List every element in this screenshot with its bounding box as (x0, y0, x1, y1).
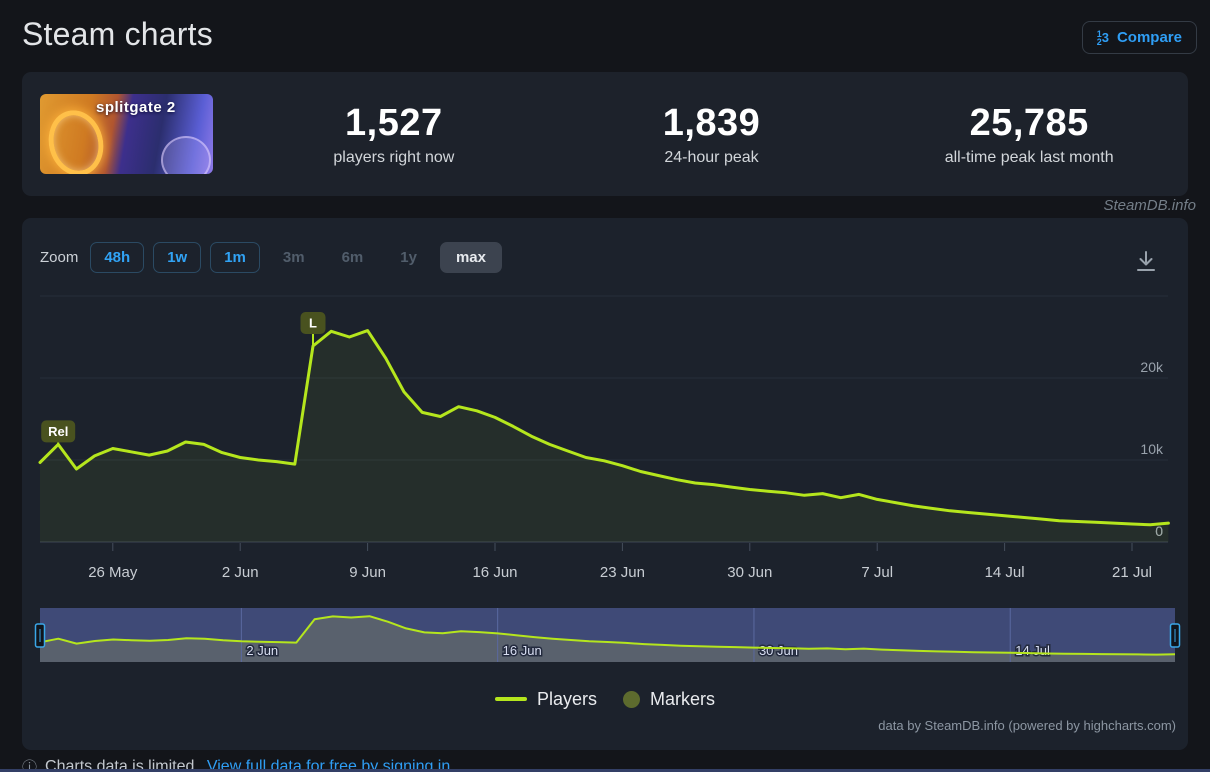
chart-attribution: data by SteamDB.info (powered by highcha… (878, 718, 1176, 733)
bottom-divider (0, 769, 1210, 772)
zoom-1m-button[interactable]: 1m (210, 242, 260, 273)
event-marker-l[interactable] (300, 312, 326, 335)
event-marker-label: L (309, 316, 317, 331)
x-axis-label: 9 Jun (349, 564, 386, 581)
alltime-peak-value: 25,785 (969, 101, 1089, 144)
zoom-label: Zoom (40, 249, 79, 266)
stat-24h-peak: 1,839 24-hour peak (553, 72, 871, 196)
y-axis-label: 0 (1155, 523, 1163, 539)
zoom-6m-button: 6m (328, 242, 378, 273)
x-axis-label: 14 Jul (985, 564, 1025, 581)
peak-24h-value: 1,839 (662, 101, 761, 144)
legend-item-markers[interactable]: Markers (623, 689, 715, 710)
peak-24h-label: 24-hour peak (664, 148, 759, 166)
download-chart-button[interactable] (1132, 248, 1160, 276)
zoom-1w-button[interactable]: 1w (153, 242, 202, 273)
zoom-3m-button: 3m (269, 242, 319, 273)
zoom-1y-button: 1y (386, 242, 431, 273)
x-axis-label: 21 Jul (1112, 564, 1152, 581)
compare-icon: 1 2 3 (1096, 28, 1109, 47)
navigator-date-label: 30 Jun (759, 643, 798, 658)
chart-panel: Zoom 48h 1w 1m 3m 6m 1y max 20k10k0026 M… (22, 218, 1188, 750)
stats-panel: splitgate 2 1,527 players right now 1,83… (22, 72, 1188, 196)
stat-alltime-peak: 25,785 all-time peak last month (870, 72, 1188, 196)
zoom-max-button[interactable]: max (439, 242, 502, 273)
legend-item-players[interactable]: Players (494, 688, 597, 710)
players-now-value: 1,527 (345, 101, 443, 144)
download-icon (1137, 251, 1155, 271)
y-axis-label-zero: 0 (1155, 523, 1163, 539)
markers-dot-swatch (623, 690, 640, 708)
players-line-swatch (494, 697, 527, 701)
players-legend-label: Players (536, 688, 597, 709)
x-axis-label: 16 Jun (472, 564, 517, 581)
event-marker-label: Rel (48, 424, 68, 439)
x-axis-label: 30 Jun (727, 564, 772, 581)
zoom-48h-button[interactable]: 48h (90, 242, 145, 273)
event-marker-rel[interactable] (41, 420, 76, 443)
info-icon: ⓘ (22, 759, 38, 772)
zoom-toolbar: Zoom 48h 1w 1m 3m 6m 1y max (40, 242, 511, 273)
alltime-peak-label: all-time peak last month (944, 148, 1114, 166)
chart-navigator[interactable]: 2 Jun 16 Jun 30 Jun 14 Jul (34, 608, 1181, 662)
game-logo: splitgate 2 (96, 99, 176, 116)
game-capsule-image[interactable]: splitgate 2 (40, 94, 213, 174)
navigator-series-line (39, 615, 1176, 656)
footer-notice: ⓘ Charts data is limited. View full data… (22, 756, 450, 772)
players-area-fill (40, 330, 1169, 542)
players-now-label: players right now (333, 148, 455, 166)
y-axis-label: 20k (1140, 359, 1164, 375)
steamdb-watermark: SteamDB.info (1103, 197, 1196, 214)
navigator-date-label: 14 Jul (1015, 643, 1050, 658)
navigator-date-label: 2 Jun (246, 643, 278, 658)
x-axis-label: 23 Jun (600, 564, 645, 581)
x-axis-label: 26 May (88, 564, 138, 581)
stat-columns: 1,527 players right now 1,839 24-hour pe… (235, 72, 1188, 196)
x-axis-label: 2 Jun (222, 564, 259, 581)
page-title: Steam charts (22, 16, 213, 52)
y-axis-label: 10k (1140, 441, 1164, 457)
stat-players-now: 1,527 players right now (235, 72, 553, 196)
compare-button[interactable]: 1 2 3 Compare (1081, 21, 1197, 54)
navigator-date-label: 16 Jun (503, 643, 542, 658)
chart-legend: Players Markers (22, 684, 1188, 714)
markers-legend-label: Markers (650, 688, 716, 709)
x-axis-label: 7 Jul (861, 564, 893, 581)
footer-full-data-link[interactable]: View full data for free by signing in (206, 757, 451, 772)
footer-notice-text: Charts data is limited. (45, 757, 199, 772)
players-series-line[interactable] (38, 329, 1170, 527)
compare-button-label: Compare (1116, 29, 1182, 46)
